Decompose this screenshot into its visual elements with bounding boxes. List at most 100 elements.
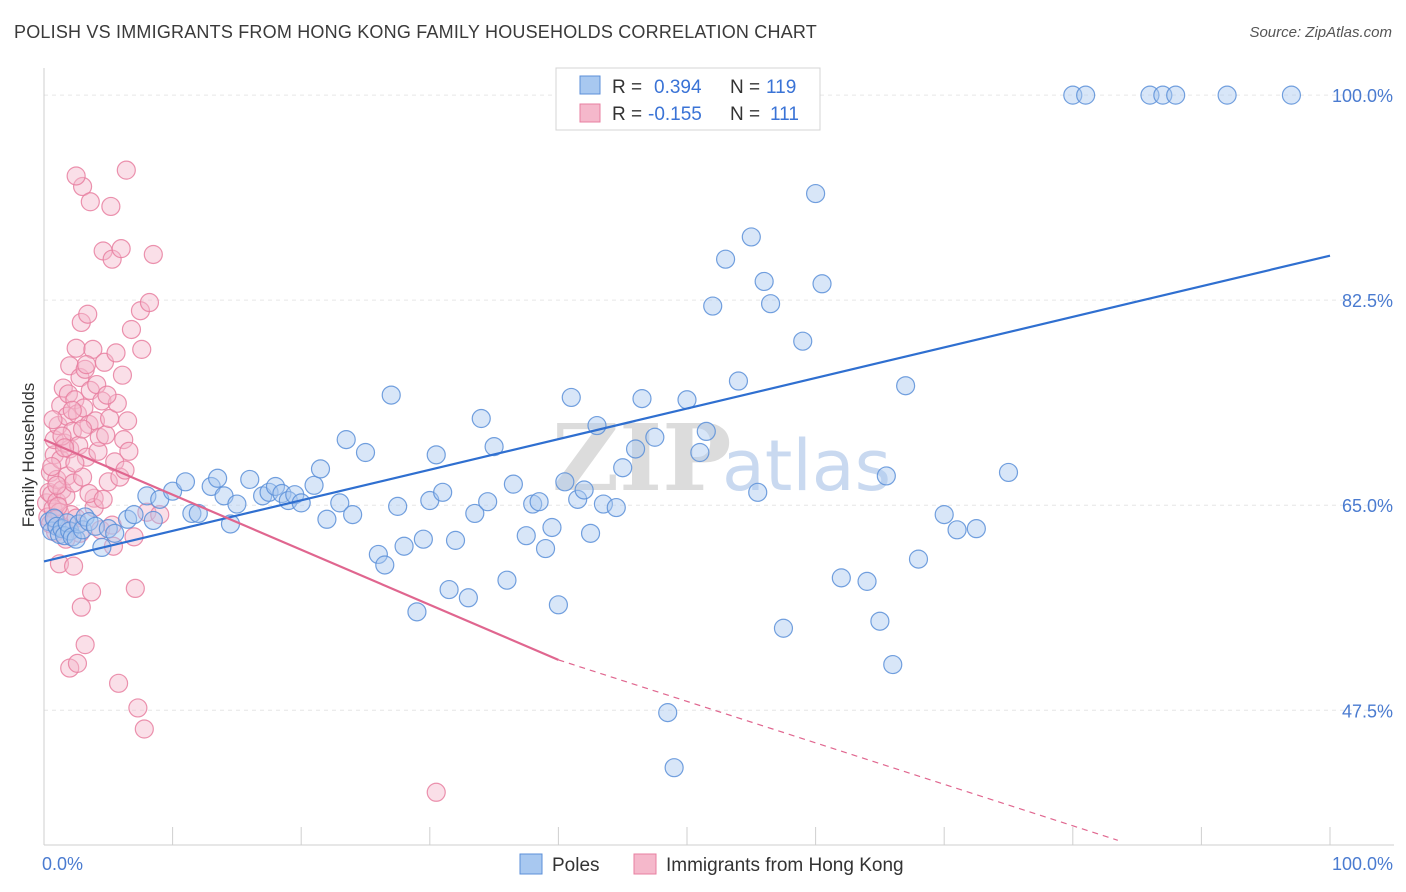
poles-point-102	[857, 571, 877, 591]
poles-point-26	[182, 503, 202, 524]
source-label: Source: ZipAtlas.com	[1249, 24, 1392, 41]
legend-r-value-poles: 0.394	[654, 77, 702, 98]
hong-kong-point-76	[132, 339, 152, 359]
hong-kong-point-94	[42, 456, 62, 477]
axes	[43, 68, 1394, 846]
hong-kong-point-74	[128, 698, 148, 718]
poles-point-56	[426, 445, 446, 465]
hong-kong-point-95	[52, 426, 72, 446]
poles-point-92	[728, 371, 749, 391]
hong-kong-point-104	[93, 489, 113, 509]
y-tick-label-3: 100.0%	[1332, 86, 1393, 106]
poles-point-29	[208, 468, 228, 488]
poles-point-117	[1217, 85, 1237, 105]
hong-kong-point-72	[124, 527, 144, 547]
hong-kong-point-103	[79, 483, 99, 504]
poles-point-65	[497, 570, 517, 590]
poles-point-116	[1166, 85, 1186, 105]
poles-point-83	[632, 389, 652, 409]
trend-lines	[43, 254, 1331, 841]
poles-point-109	[947, 520, 967, 540]
poles-point-93	[741, 227, 761, 247]
y-axis-title: Family Households	[19, 383, 38, 528]
poles-point-25	[175, 472, 196, 492]
watermark-atlas: atlas	[722, 425, 891, 507]
watermark-zip: ZIP	[552, 404, 731, 512]
poles-point-74	[561, 387, 581, 408]
poles-point-75	[568, 489, 588, 509]
hong-kong-point-19	[53, 378, 73, 398]
legend-r-label-hong-kong: R =	[612, 104, 642, 125]
poles-point-81	[613, 458, 633, 478]
hong-kong-point-109	[426, 782, 446, 802]
poles-point-90	[703, 296, 723, 316]
poles-point-64	[484, 437, 504, 457]
hong-kong-point-88	[63, 556, 84, 576]
y-tick-label-1: 65.0%	[1342, 496, 1393, 516]
poles-point-67	[516, 526, 536, 546]
poles-point-84	[645, 427, 665, 447]
bottom-legend-hong-kong-swatch	[633, 853, 657, 875]
poles-point-76	[574, 480, 594, 500]
poles-point-66	[503, 474, 523, 494]
hong-kong-point-31	[66, 338, 86, 358]
poles-point-50	[381, 385, 401, 405]
legend-poles-swatch	[579, 75, 601, 95]
poles-point-77	[580, 523, 601, 543]
poles-point-86	[664, 758, 684, 778]
hong-kong-point-87	[75, 635, 95, 655]
poles-point-61	[465, 503, 485, 524]
poles-point-52	[394, 536, 414, 556]
poles-trend-line	[43, 254, 1331, 563]
hong-kong-point-70	[119, 441, 139, 461]
poles-point-108	[934, 504, 954, 525]
hong-kong-point-80	[143, 244, 163, 265]
poles-point-10	[66, 529, 86, 549]
poles-point-103	[870, 611, 890, 631]
hong-kong-point-71	[121, 319, 142, 340]
poles-point-20	[124, 504, 144, 525]
poles-point-113	[1076, 85, 1096, 105]
legend-r-value-hong-kong: -0.155	[648, 104, 702, 125]
legend-r-label-poles: R =	[612, 77, 642, 98]
hong-kong-point-54	[96, 425, 116, 445]
hong-kong-point-83	[66, 166, 86, 186]
hong-kong-point-49	[88, 441, 108, 461]
poles-point-88	[690, 442, 710, 463]
hong-kong-point-84	[80, 192, 100, 212]
hong-kong-point-108	[43, 410, 63, 430]
poles-point-62	[471, 408, 491, 429]
poles-point-48	[368, 544, 388, 565]
poles-point-89	[696, 421, 716, 442]
hong-kong-point-51	[92, 391, 112, 411]
poles-point-71	[542, 517, 562, 538]
poles-point-70	[535, 538, 556, 559]
stats-legend: R = 0.394 N = 119 R = -0.155 N = 111	[555, 67, 821, 131]
hong-kong-point-68	[116, 160, 136, 180]
poles-point-59	[445, 530, 466, 550]
poles-point-91	[715, 249, 736, 269]
bottom-legend-poles: Poles	[552, 855, 600, 876]
grid-lines	[44, 94, 1394, 711]
poles-point-100	[812, 274, 832, 294]
poles-point-104	[876, 466, 896, 486]
poles-point-57	[433, 482, 453, 502]
poles-point-80	[606, 497, 626, 518]
poles-point-107	[908, 549, 929, 569]
hong-kong-trend-extension	[558, 659, 1118, 841]
tick-labels: 47.5% 65.0% 82.5% 100.0% 0.0% 100.0%	[42, 86, 1393, 874]
poles-point-54	[413, 529, 433, 549]
poles-point-73	[555, 472, 575, 492]
bottom-legend-poles-swatch	[519, 853, 543, 875]
poles-point-99	[805, 183, 826, 204]
poles-point-45	[336, 430, 356, 450]
hong-kong-point-67	[114, 430, 134, 450]
hong-kong-point-82	[72, 176, 93, 197]
hong-kong-point-57	[101, 196, 121, 217]
poles-point-72	[548, 595, 569, 615]
series-poles-points	[39, 85, 1302, 778]
poles-point-110	[966, 519, 986, 539]
poles-point-58	[439, 579, 459, 600]
poles-point-42	[310, 459, 331, 479]
